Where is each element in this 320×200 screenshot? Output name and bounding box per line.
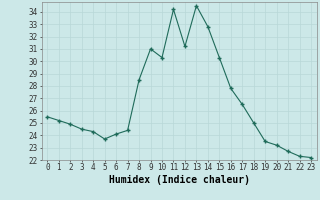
X-axis label: Humidex (Indice chaleur): Humidex (Indice chaleur) xyxy=(109,175,250,185)
